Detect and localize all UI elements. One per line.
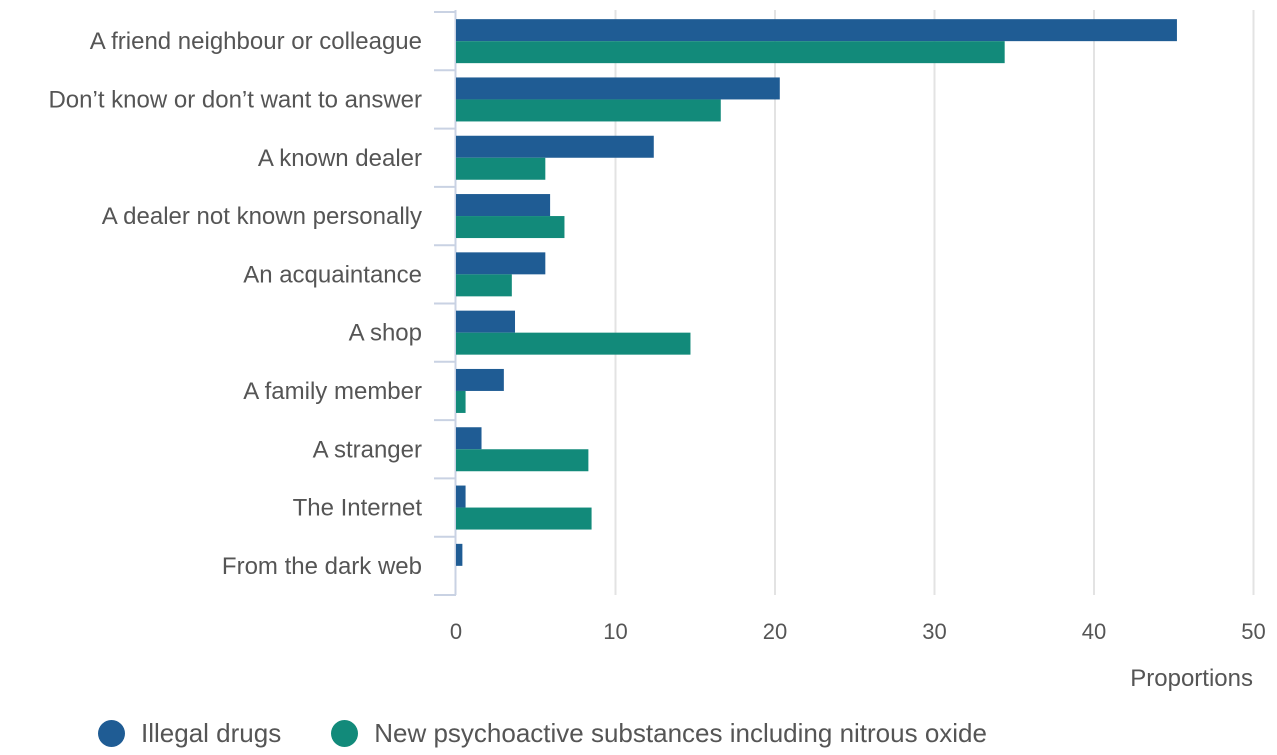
bar-illegal-drugs[interactable] (456, 310, 516, 333)
x-tick-label: 20 (763, 619, 787, 644)
x-tick-labels: 0 10 20 30 40 50 (450, 619, 1266, 644)
category-axis (434, 10, 457, 596)
gridlines (614, 10, 1255, 595)
bar-illegal-drugs[interactable] (456, 77, 780, 100)
bar-new-psychoactive-substances[interactable] (456, 99, 721, 122)
category-label: A shop (349, 320, 422, 347)
legend-marker-new-psychoactive-substances (331, 720, 359, 747)
x-tick-label: 50 (1241, 619, 1265, 644)
category-label: A stranger (313, 436, 422, 463)
legend-marker-illegal-drugs (98, 720, 125, 747)
bar-new-psychoactive-substances[interactable] (456, 216, 565, 239)
category-label: Don’t know or don’t want to answer (48, 86, 422, 113)
category-labels: A friend neighbour or colleague Don’t kno… (48, 28, 422, 580)
legend-label-new-psychoactive-substances: New psychoactive substances including ni… (374, 718, 987, 748)
bar-illegal-drugs[interactable] (456, 135, 654, 158)
bar-new-psychoactive-substances[interactable] (456, 332, 691, 355)
bar-new-psychoactive-substances[interactable] (456, 274, 512, 297)
bar-new-psychoactive-substances[interactable] (456, 449, 589, 472)
category-label: A family member (243, 378, 422, 405)
category-label: The Internet (293, 495, 423, 522)
legend-item-new-psychoactive-substances[interactable]: New psychoactive substances including ni… (331, 718, 987, 749)
category-label: A known dealer (258, 145, 422, 172)
bar-chart: A friend neighbour or colleague Don’t kno… (48, 10, 1266, 692)
bar-new-psychoactive-substances[interactable] (456, 157, 546, 180)
bar-new-psychoactive-substances[interactable] (456, 390, 466, 413)
bar-illegal-drugs[interactable] (456, 252, 546, 275)
bar-illegal-drugs[interactable] (456, 19, 1177, 42)
legend: Illegal drugs New psychoactive substance… (98, 718, 1037, 749)
bar-new-psychoactive-substances[interactable] (456, 41, 1005, 64)
category-label: A dealer not known personally (102, 203, 422, 230)
bar-new-psychoactive-substances[interactable] (456, 507, 592, 530)
bar-illegal-drugs[interactable] (456, 485, 466, 508)
bar-illegal-drugs[interactable] (456, 543, 463, 566)
x-tick-label: 10 (603, 619, 627, 644)
category-label: From the dark web (222, 553, 422, 580)
bars (456, 19, 1177, 566)
bar-illegal-drugs[interactable] (456, 194, 551, 217)
legend-label-illegal-drugs: Illegal drugs (141, 718, 282, 748)
x-axis-title: Proportions (1130, 665, 1253, 692)
bar-illegal-drugs[interactable] (456, 368, 504, 391)
category-label: A friend neighbour or colleague (90, 28, 422, 55)
legend-item-illegal-drugs[interactable]: Illegal drugs (98, 718, 281, 749)
x-tick-label: 30 (922, 619, 946, 644)
bar-illegal-drugs[interactable] (456, 427, 482, 450)
x-tick-label: 0 (450, 619, 462, 644)
x-tick-label: 40 (1082, 619, 1106, 644)
category-label: An acquaintance (243, 261, 422, 288)
